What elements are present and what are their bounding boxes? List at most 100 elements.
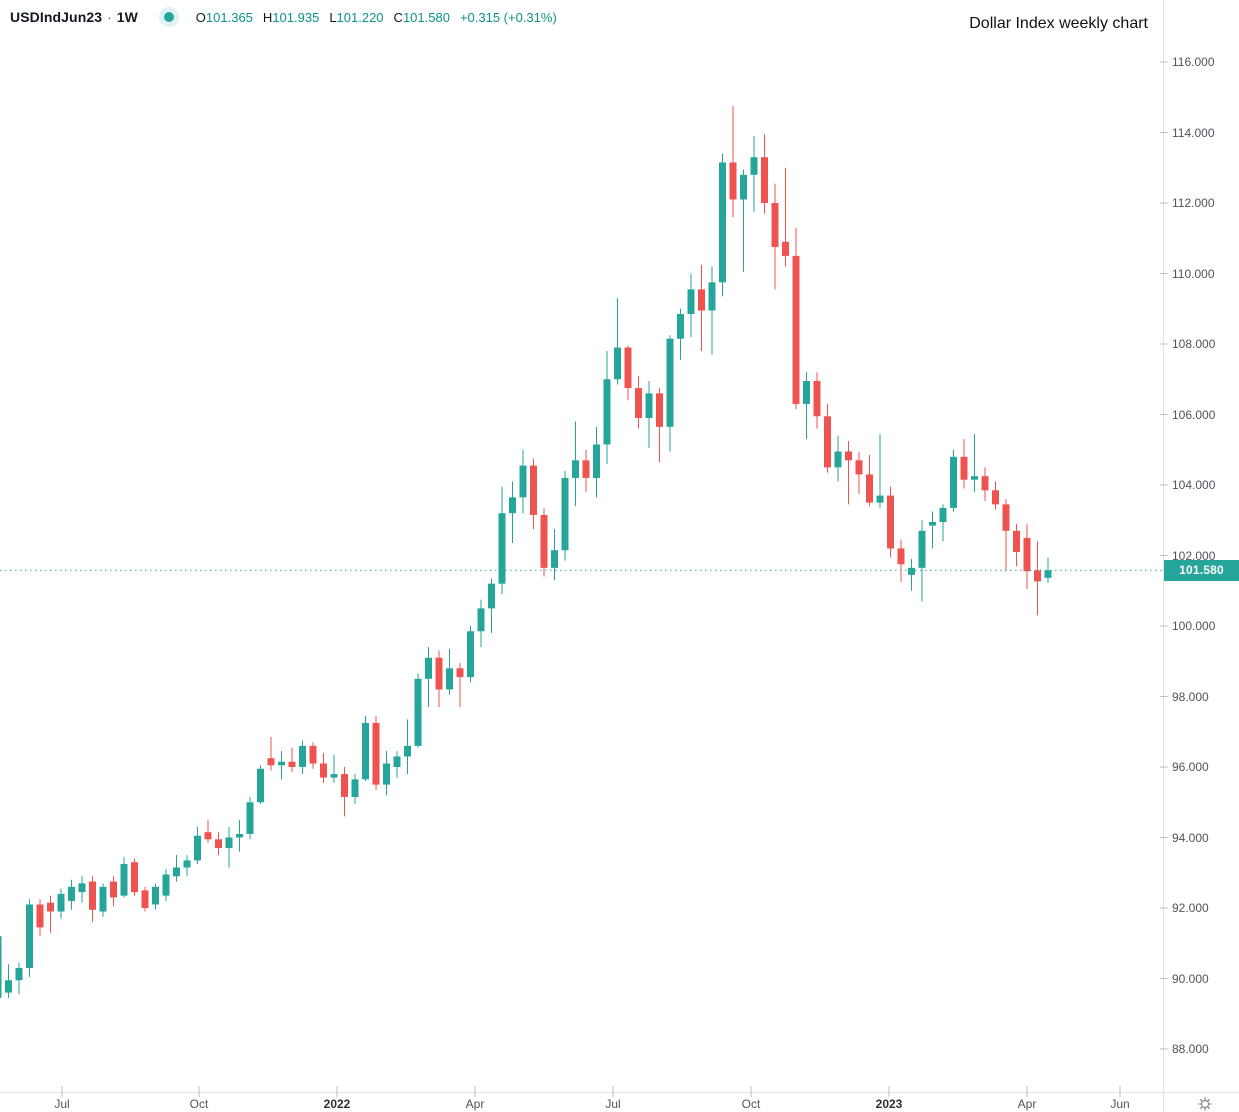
candle [36, 899, 44, 937]
price-axis-label: 104.000 [1172, 478, 1216, 492]
candle [813, 372, 821, 429]
candle [845, 440, 852, 505]
ohlc-readout: O101.365 H101.935 L101.220 C101.580 +0.3… [196, 10, 557, 25]
candle [981, 467, 989, 501]
ohlc-high: H101.935 [262, 9, 320, 25]
candle [257, 765, 264, 805]
candle [267, 737, 275, 771]
candle [855, 451, 863, 494]
candle [792, 227, 800, 410]
legend-separator: · [107, 9, 112, 25]
candle [26, 899, 33, 977]
candle [1023, 523, 1031, 589]
candle [173, 855, 180, 882]
ohlc-low: L101.220 [329, 9, 384, 25]
candle [362, 715, 369, 782]
candle [603, 351, 611, 464]
time-axis-label: 2022 [323, 1097, 351, 1111]
candle [309, 742, 317, 769]
candle [1002, 499, 1010, 572]
time-axis-label: Jun [1110, 1097, 1130, 1111]
candle [803, 372, 810, 440]
candle [918, 520, 926, 602]
candle [372, 715, 380, 790]
time-axis-label: Oct [741, 1097, 761, 1111]
price-axis-label: 114.000 [1172, 125, 1215, 140]
price-axis-label: 102.000 [1172, 548, 1216, 563]
candle [393, 751, 401, 778]
candle [960, 439, 968, 489]
candle [141, 886, 149, 912]
candle [152, 883, 159, 910]
price-axis-label: 108.000 [1172, 337, 1216, 351]
candle [435, 650, 443, 708]
series-toggle-dot-icon[interactable] [163, 12, 174, 22]
candle [750, 136, 758, 212]
price-axis[interactable] [1164, 0, 1239, 1092]
candle [183, 855, 191, 877]
candle [698, 264, 705, 352]
price-axis-label: 88.000 [1172, 1042, 1209, 1056]
candle [341, 767, 348, 817]
candle [47, 895, 54, 933]
candle [992, 481, 999, 510]
symbol-name[interactable]: USDIndJun23 [10, 9, 103, 25]
candle [215, 832, 222, 856]
candle [708, 266, 716, 355]
time-axis[interactable] [0, 1093, 1163, 1112]
candle [404, 719, 411, 775]
candle [729, 106, 737, 218]
candle [971, 433, 978, 493]
price-axis-label: 96.000 [1172, 760, 1209, 774]
interval-label[interactable]: 1W [116, 9, 138, 25]
candle [330, 754, 338, 783]
candle [666, 335, 674, 452]
candle [677, 308, 684, 360]
price-axis-label: 112.000 [1172, 196, 1215, 210]
candle [824, 403, 831, 473]
settings-gear-icon[interactable] [1198, 1097, 1212, 1111]
candle [593, 426, 600, 498]
candle [15, 962, 23, 995]
candle [635, 375, 642, 429]
candle [498, 486, 506, 595]
candle [572, 421, 579, 507]
candle [57, 888, 65, 919]
price-axis-label: 94.000 [1172, 830, 1209, 845]
candle [162, 869, 170, 901]
candle [761, 134, 768, 214]
candle [99, 883, 107, 917]
candle [614, 298, 621, 385]
ohlc-close: C101.580 [393, 9, 450, 25]
candle [771, 183, 779, 290]
candle [939, 504, 947, 542]
ohlc-open: O101.365 [195, 9, 253, 25]
candle [1034, 541, 1041, 616]
candle [351, 774, 359, 805]
candle [687, 273, 695, 337]
candle [1044, 557, 1052, 583]
candles-layer [0, 106, 1052, 998]
candle [1013, 523, 1020, 567]
candle [131, 858, 138, 896]
candle [78, 876, 86, 903]
candle [456, 663, 464, 708]
time-axis-label: 2023 [875, 1097, 903, 1111]
time-axis-label: Apr [465, 1097, 485, 1111]
candle [246, 796, 254, 840]
candle [887, 486, 894, 558]
last-price-label: 101.580 [1164, 559, 1239, 581]
candle [488, 578, 495, 634]
price-axis-label: 100.000 [1172, 619, 1216, 633]
price-axis-label: 92.000 [1172, 901, 1209, 915]
candle [425, 647, 432, 708]
candle [467, 626, 474, 683]
candle [278, 751, 285, 780]
candle [5, 964, 12, 998]
candle [929, 511, 936, 549]
candle [719, 153, 726, 297]
price-axis-label: 106.000 [1172, 407, 1216, 422]
chart-title-annotation: Dollar Index weekly chart [969, 15, 1148, 32]
